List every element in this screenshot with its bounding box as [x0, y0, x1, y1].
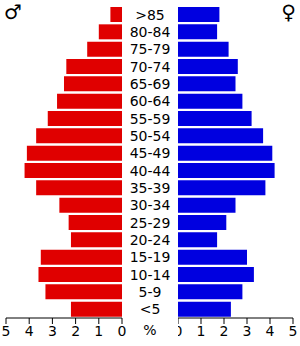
- svg-text:3: 3: [48, 323, 57, 339]
- svg-text:1: 1: [94, 323, 103, 339]
- svg-text:10-14: 10-14: [130, 267, 171, 283]
- svg-text:4: 4: [266, 323, 275, 339]
- svg-text:3: 3: [243, 323, 252, 339]
- svg-text:2: 2: [71, 323, 80, 339]
- svg-text:50-54: 50-54: [130, 128, 171, 144]
- svg-text:20-24: 20-24: [130, 232, 171, 248]
- svg-text:40-44: 40-44: [130, 163, 171, 179]
- svg-text:35-39: 35-39: [130, 180, 171, 196]
- svg-text:>85: >85: [135, 7, 165, 23]
- svg-text:55-59: 55-59: [130, 111, 171, 127]
- svg-text:5: 5: [289, 323, 292, 339]
- svg-text:30-34: 30-34: [130, 197, 171, 213]
- svg-text:5-9: 5-9: [139, 284, 162, 300]
- svg-text:75-79: 75-79: [130, 41, 171, 57]
- svg-text:45-49: 45-49: [130, 145, 171, 161]
- svg-text:80-84: 80-84: [130, 24, 171, 40]
- svg-text:70-74: 70-74: [130, 59, 171, 75]
- svg-text:1: 1: [197, 323, 206, 339]
- svg-text:25-29: 25-29: [130, 215, 171, 231]
- svg-text:60-64: 60-64: [130, 93, 171, 109]
- svg-text:2: 2: [220, 323, 229, 339]
- svg-text:15-19: 15-19: [130, 249, 171, 265]
- svg-text:0: 0: [118, 323, 127, 339]
- svg-text:65-69: 65-69: [130, 76, 171, 92]
- svg-text:4: 4: [25, 323, 34, 339]
- svg-text:5: 5: [8, 323, 10, 339]
- svg-text:0: 0: [178, 323, 182, 339]
- svg-text:<5: <5: [140, 301, 161, 317]
